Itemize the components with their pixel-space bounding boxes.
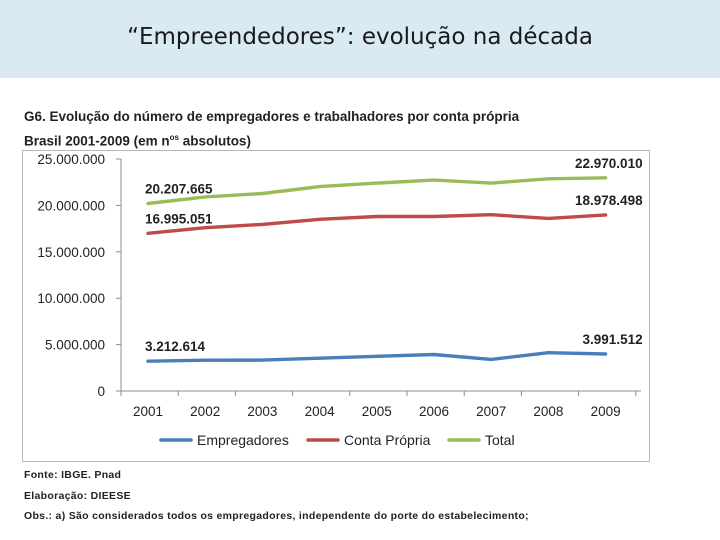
- y-tick-label: 25.000.000: [37, 152, 105, 167]
- data-label: 3.212.614: [145, 339, 206, 354]
- chart-heading-line1: G6. Evolução do número de empregadores e…: [24, 109, 520, 124]
- line-chart: 0 5.000.000 10.000.000 15.000.000 20.000.000…: [37, 152, 643, 448]
- observation-note: Obs.: a) São considerados todos os empre…: [24, 510, 529, 522]
- legend-label: Total: [485, 432, 515, 448]
- x-tick-label: 2007: [476, 404, 506, 419]
- series-line-empregadores: [146, 350, 608, 363]
- x-tick-label: 2003: [247, 404, 277, 419]
- chart-frame: 0 5.000.000 10.000.000 15.000.000 20.000.000…: [22, 150, 650, 462]
- chart-heading-prefix: Brasil 2001-2009 (em n: [24, 133, 170, 149]
- slide-title: “Empreendedores”: evolução na década: [127, 24, 593, 50]
- series-line-conta-pr-pria: [146, 213, 608, 236]
- prepared-by-note: Elaboração: DIEESE: [24, 489, 131, 502]
- chart-heading-suffix: absolutos): [178, 133, 251, 149]
- x-tick-label: 2006: [419, 404, 449, 419]
- chart-heading-sup: os: [169, 133, 179, 142]
- data-label: 20.207.665: [145, 181, 213, 196]
- x-tick-label: 2008: [533, 404, 563, 419]
- data-label: 16.995.051: [145, 211, 213, 226]
- x-tick-label: 2002: [190, 404, 220, 419]
- legend-label: Empregadores: [197, 432, 289, 448]
- y-tick-label: 0: [97, 384, 105, 399]
- chart-heading-line2: Brasil 2001-2009 (em nos absolutos): [24, 127, 519, 152]
- y-tick-label: 10.000.000: [37, 291, 105, 306]
- x-tick-label: 2005: [362, 404, 392, 419]
- chart-notes: Fonte: IBGE. Pnad Elaboração: DIEESE Obs…: [24, 465, 529, 527]
- x-tick-label: 2009: [591, 404, 621, 419]
- chart-heading: G6. Evolução do número de empregadores e…: [24, 106, 519, 152]
- source-note: Fonte: IBGE. Pnad: [24, 469, 122, 481]
- y-tick-label: 15.000.000: [37, 245, 105, 260]
- y-tick-label: 5.000.000: [45, 338, 105, 353]
- legend-label: Conta Própria: [344, 432, 431, 448]
- x-tick-label: 2004: [305, 404, 336, 419]
- title-band: [0, 0, 720, 78]
- data-label: 3.991.512: [583, 332, 643, 347]
- x-tick-label: 2001: [133, 404, 163, 419]
- y-tick-label: 20.000.000: [37, 198, 105, 213]
- data-label: 18.978.498: [575, 193, 643, 208]
- data-label: 22.970.010: [575, 156, 643, 171]
- series-line-total: [146, 176, 608, 206]
